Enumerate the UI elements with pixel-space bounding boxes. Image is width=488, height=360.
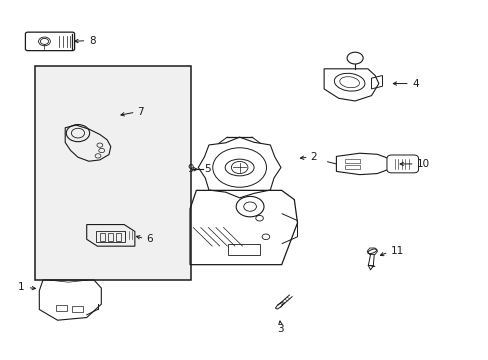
Text: 9: 9 [187, 164, 194, 174]
Bar [100, 233, 105, 241]
FancyBboxPatch shape [386, 155, 418, 173]
Bar [56, 305, 66, 311]
Text: 3: 3 [277, 324, 284, 334]
Bar [72, 306, 83, 312]
Text: 8: 8 [89, 36, 95, 46]
Bar [345, 158, 359, 163]
Text: 5: 5 [204, 164, 211, 174]
Bar [108, 233, 113, 241]
Bar [96, 231, 125, 242]
Text: 1: 1 [18, 282, 25, 292]
Text: 7: 7 [137, 107, 144, 117]
Bar [35, 66, 191, 280]
Bar [116, 233, 121, 241]
Text: 6: 6 [146, 234, 153, 244]
FancyBboxPatch shape [25, 32, 75, 51]
Text: 4: 4 [411, 78, 418, 89]
Text: 11: 11 [389, 247, 403, 256]
Bar [345, 165, 359, 169]
Bar [227, 244, 259, 255]
Text: 2: 2 [310, 152, 317, 162]
Text: 10: 10 [416, 159, 429, 169]
